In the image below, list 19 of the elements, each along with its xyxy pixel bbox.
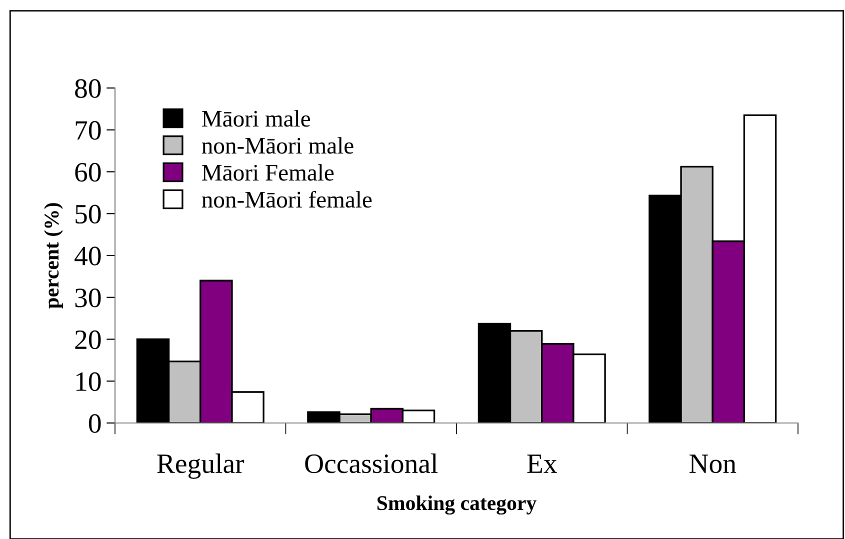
y-tick-label: 60 <box>75 162 101 182</box>
y-tick-label: 30 <box>75 288 101 308</box>
y-tick-label: 50 <box>76 204 101 224</box>
x-tick-label: Occassional <box>305 454 438 474</box>
x-tick-label: Regular <box>157 454 244 479</box>
y-tick-label: 20 <box>75 330 101 350</box>
y-tick-label: 10 <box>76 372 101 392</box>
x-axis-title: Smoking category <box>377 495 536 515</box>
legend-label: non-Māori female <box>202 190 372 208</box>
x-tick-label: Ex <box>527 454 557 473</box>
y-tick-label: 70 <box>76 121 101 140</box>
y-tick-label: 0 <box>88 414 101 433</box>
legend-label: Māori male <box>202 110 310 127</box>
legend-label: Māori Female <box>202 164 334 181</box>
legend-label: non-Māori male <box>202 137 354 154</box>
y-axis-title: percent (%) <box>44 203 63 309</box>
y-tick-label: 80 <box>75 79 101 98</box>
x-tick-label: Non <box>690 454 736 474</box>
y-tick-label: 40 <box>74 246 101 266</box>
